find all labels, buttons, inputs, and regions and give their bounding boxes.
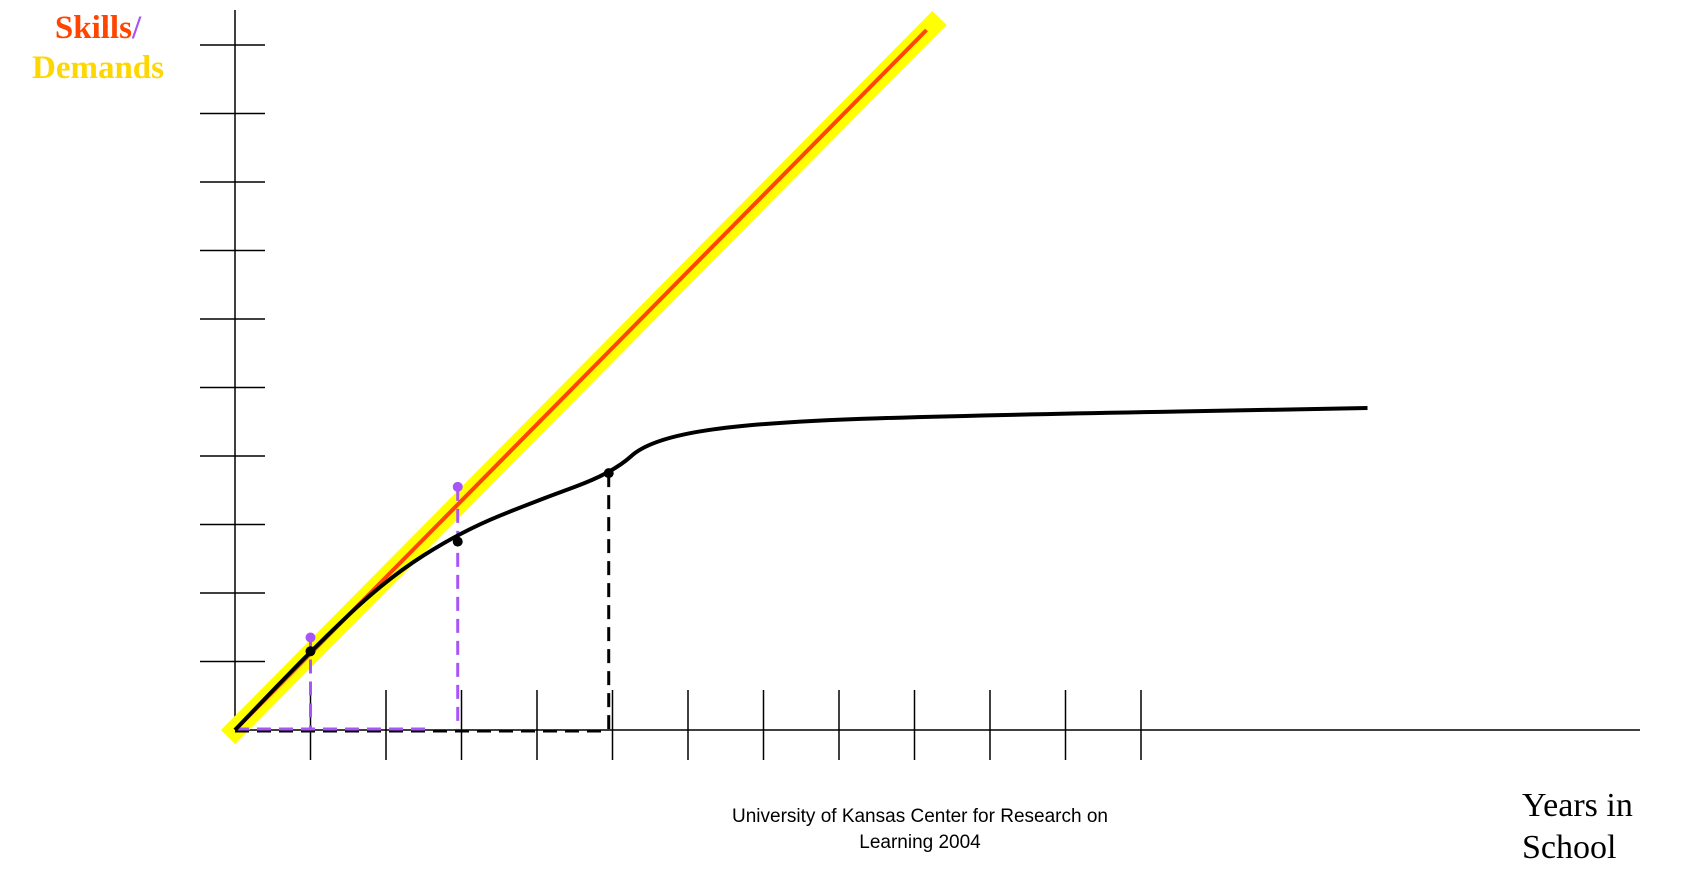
y-label-slash: /	[131, 10, 142, 46]
data-point-marker-2	[452, 481, 463, 492]
credit-line-2: Learning 2004	[859, 832, 981, 853]
credit-line-1: University of Kansas Center for Research…	[732, 806, 1108, 827]
data-point-marker-3	[305, 646, 316, 657]
data-point-marker-5	[603, 468, 614, 479]
y-label-demands: Demands	[31, 50, 165, 86]
y-axis-label: Skills/ Demands	[8, 8, 188, 88]
y-label-skills: Skills	[54, 10, 132, 46]
skills-curve	[233, 406, 1368, 732]
data-point-marker-4	[452, 536, 463, 547]
credit-text: University of Kansas Center for Research…	[660, 804, 1180, 856]
x-axis-label: Years in School	[1522, 787, 1633, 866]
data-point-marker-1	[305, 632, 316, 643]
